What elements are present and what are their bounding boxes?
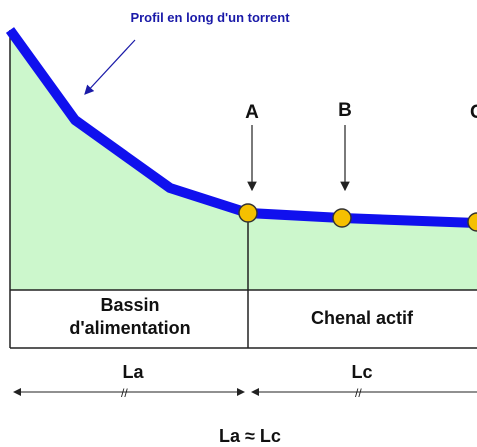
- title-pointer: [84, 39, 136, 95]
- zone-label: d'alimentation: [69, 318, 190, 338]
- point-marker: [467, 212, 477, 232]
- relation: La ≈ Lc: [219, 426, 281, 446]
- point-label: B: [338, 100, 352, 121]
- profile-line: [5, 27, 477, 228]
- profile-title: Profil en long d'un torrent: [130, 10, 290, 25]
- length-label: Lc: [351, 362, 372, 382]
- point-marker: [238, 203, 258, 223]
- profile-area: [10, 30, 477, 290]
- length-label: La: [122, 362, 144, 382]
- zone-label: Chenal actif: [311, 308, 414, 328]
- point-marker: [332, 208, 352, 228]
- point-label: C: [470, 102, 477, 123]
- equal-mark: //: [121, 386, 128, 400]
- equal-mark: //: [355, 386, 362, 400]
- zone-label: Bassin: [100, 295, 159, 315]
- point-label: A: [245, 102, 259, 123]
